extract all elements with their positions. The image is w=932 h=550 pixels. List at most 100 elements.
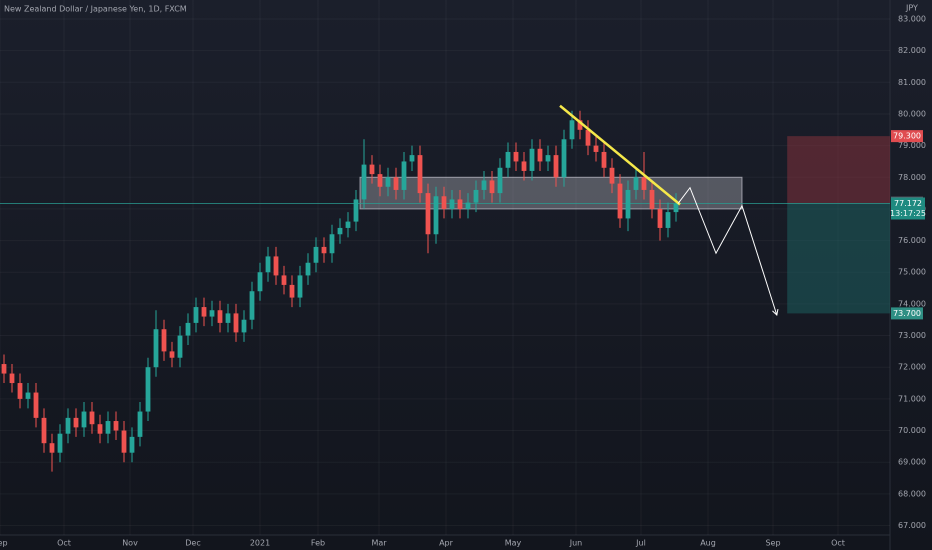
projection-path — [677, 186, 778, 316]
x-tick-label: Aug — [700, 539, 716, 548]
x-tick-label: Nov — [122, 539, 138, 548]
y-tick-label: 83.000 — [898, 14, 926, 23]
candle-body — [465, 202, 471, 209]
countdown-label: 13:17:25 — [890, 209, 926, 218]
y-tick-label: 67.000 — [898, 521, 926, 530]
candle-body — [209, 310, 215, 317]
candle-body — [377, 174, 383, 187]
candle-body — [497, 167, 503, 194]
y-tick-label: 68.000 — [898, 489, 926, 498]
candle-body — [41, 417, 47, 444]
candle-body — [185, 322, 191, 336]
candle-body — [593, 145, 599, 152]
x-tick-label: Mar — [371, 539, 387, 548]
candle-body — [289, 284, 295, 298]
x-tick-label: Sep — [0, 539, 8, 548]
candle-body — [49, 443, 55, 453]
candle-body — [553, 155, 559, 178]
candle-body — [513, 151, 519, 162]
x-tick-label: Jul — [635, 539, 646, 548]
candle-body — [625, 189, 631, 219]
candle-body — [577, 120, 583, 130]
candle-body — [273, 256, 279, 276]
candle-body — [609, 167, 615, 184]
candle-body — [585, 129, 591, 146]
candle-body — [65, 417, 71, 434]
candle-body — [425, 193, 431, 235]
candle-body — [233, 313, 239, 333]
zone — [787, 203, 890, 314]
candle-body — [361, 164, 367, 200]
y-tick-label: 71.000 — [898, 394, 926, 403]
y-tick-label: 72.000 — [898, 363, 926, 372]
y-tick-label: 69.000 — [898, 458, 926, 467]
x-tick-label: May — [505, 539, 522, 548]
price-label-box — [891, 130, 923, 143]
y-tick-label: 70.000 — [898, 426, 926, 435]
candle-body — [305, 262, 311, 276]
y-tick-label: 78.000 — [898, 173, 926, 182]
candle-body — [225, 313, 231, 323]
candle-body — [81, 411, 87, 428]
candle-body — [281, 275, 287, 285]
candle-body — [313, 246, 319, 263]
x-tick-label: Oct — [831, 539, 845, 548]
y-tick-label: 74.000 — [898, 299, 926, 308]
candle-body — [417, 155, 423, 194]
candle-body — [161, 329, 167, 352]
candle-body — [633, 177, 639, 190]
price-label: 79.300 — [893, 132, 921, 141]
candle-body — [169, 351, 175, 358]
candle-body — [201, 307, 207, 317]
chart-title: New Zealand Dollar / Japanese Yen, 1D, F… — [4, 5, 187, 14]
candle-body — [25, 392, 31, 399]
y-tick-label: 75.000 — [898, 268, 926, 277]
candle-body — [385, 177, 391, 187]
candle-body — [353, 199, 359, 222]
x-tick-label: Dec — [185, 539, 200, 548]
zone — [359, 176, 743, 210]
candle-body — [345, 221, 351, 228]
candle-body — [409, 155, 415, 162]
candle-body — [241, 319, 247, 333]
x-tick-label: Oct — [57, 539, 71, 548]
candle-body — [649, 189, 655, 209]
candle-body — [457, 199, 463, 209]
candle-body — [257, 272, 263, 292]
candle-body — [129, 436, 135, 453]
y-tick-label: 82.000 — [898, 46, 926, 55]
candle-body — [537, 148, 543, 162]
projection-arrowhead — [772, 308, 779, 316]
candle-body — [97, 424, 103, 434]
x-tick-label: Sep — [765, 539, 780, 548]
candle-body — [545, 155, 551, 162]
candle-body — [673, 203, 679, 213]
candle-body — [665, 212, 671, 228]
candle-body — [153, 329, 159, 368]
candle-body — [145, 367, 151, 412]
candle-body — [481, 180, 487, 190]
candle-body — [601, 151, 607, 168]
candle-body — [177, 335, 183, 358]
candle-body — [441, 196, 447, 209]
candle-body — [561, 139, 567, 178]
y-tick-label: 79.000 — [898, 141, 926, 150]
candle-body — [321, 246, 327, 254]
candle-body — [105, 421, 111, 434]
candle-body — [617, 183, 623, 219]
last-price-box — [891, 197, 925, 220]
candle-body — [329, 234, 335, 254]
candle-body — [505, 151, 511, 168]
candle-body — [473, 189, 479, 203]
candle-body — [569, 120, 575, 140]
candle-body — [113, 421, 119, 431]
candle-body — [57, 433, 63, 453]
x-tick-label: Feb — [311, 539, 325, 548]
candle-body — [657, 208, 663, 228]
price-label-box — [891, 307, 923, 320]
candle-body — [449, 199, 455, 209]
candle-body — [249, 291, 255, 320]
currency-label: JPY — [905, 4, 918, 13]
candle-body — [9, 373, 15, 384]
